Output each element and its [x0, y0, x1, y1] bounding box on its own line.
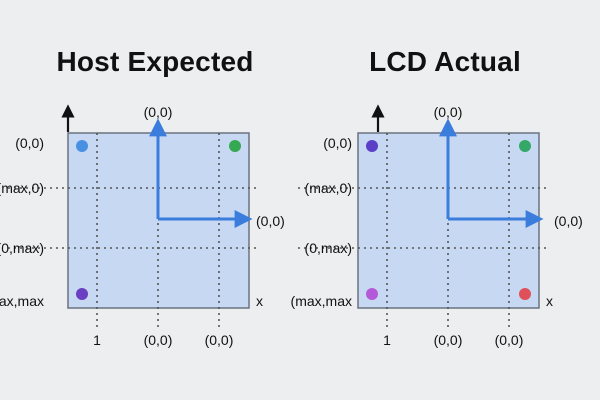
lcd-actual-arrow-right-label: (0,0)	[554, 213, 583, 229]
lcd-actual-bottom-label-0: 1	[383, 332, 391, 348]
host-expected-dot-bottom-left	[76, 288, 88, 300]
lcd-actual-title: LCD Actual	[369, 46, 521, 77]
host-expected-arrow-up-label: (0,0)	[144, 104, 173, 120]
lcd-actual-dot-top-left	[366, 140, 378, 152]
host-expected-dot-top-right	[229, 140, 241, 152]
lcd-actual-row-label-3: (max,max	[291, 293, 352, 309]
lcd-actual-dot-bottom-left	[366, 288, 378, 300]
host-expected-arrow-right-label: (0,0)	[256, 213, 285, 229]
lcd-actual-arrow-up-label: (0,0)	[434, 104, 463, 120]
lcd-actual-dot-bottom-right	[519, 288, 531, 300]
host-expected-bottom-label-0: 1	[93, 332, 101, 348]
lcd-actual-bottom-label-2: (0,0)	[495, 332, 524, 348]
host-expected-title: Host Expected	[56, 46, 254, 77]
lcd-actual-bottom-label-1: (0,0)	[434, 332, 463, 348]
lcd-actual-row-label-1: (max,0)	[305, 180, 352, 196]
host-expected-dot-top-left	[76, 140, 88, 152]
host-expected-bottom-label-1: (0,0)	[144, 332, 173, 348]
lcd-actual-dot-top-right	[519, 140, 531, 152]
lcd-actual-x-axis-label: x	[546, 293, 553, 309]
host-expected-row-label-2: (0,max)	[0, 240, 44, 256]
lcd-actual-row-label-0: (0,0)	[323, 135, 352, 151]
host-expected-x-axis-label: x	[256, 293, 263, 309]
host-expected-row-label-3: (max,max	[0, 293, 44, 309]
host-expected-row-label-0: (0,0)	[15, 135, 44, 151]
host-expected-row-label-1: (max,0)	[0, 180, 44, 196]
host-expected-bottom-label-2: (0,0)	[205, 332, 234, 348]
lcd-actual-row-label-2: (0,max)	[305, 240, 352, 256]
